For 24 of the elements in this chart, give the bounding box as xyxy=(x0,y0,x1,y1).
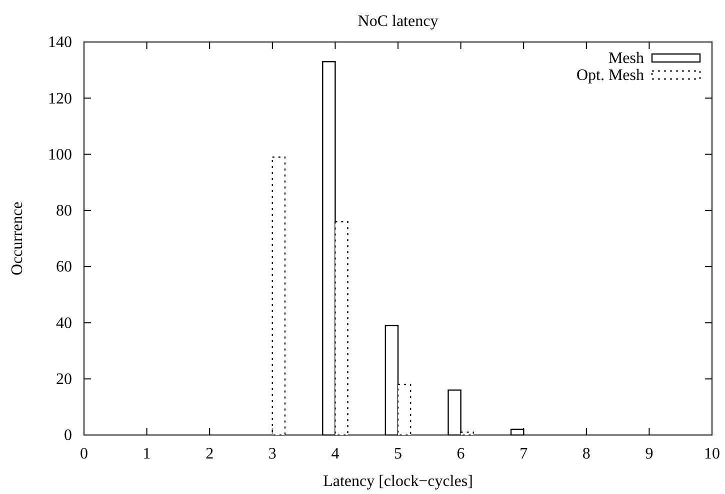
x-tick-label: 6 xyxy=(456,445,465,462)
chart-title: NoC latency xyxy=(358,13,438,30)
x-tick-label: 4 xyxy=(331,445,340,462)
legend-label: Opt. Mesh xyxy=(576,67,644,84)
y-tick-label: 60 xyxy=(56,258,72,276)
x-tick-label: 0 xyxy=(80,445,88,462)
legend-label: Mesh xyxy=(608,50,644,67)
x-tick-label: 3 xyxy=(268,445,276,462)
x-tick-label: 5 xyxy=(394,445,402,462)
y-tick-label: 0 xyxy=(64,427,72,444)
y-tick-label: 40 xyxy=(56,314,72,332)
y-tick-label: 100 xyxy=(48,146,72,164)
x-tick-label: 8 xyxy=(582,445,590,462)
y-tick-label: 140 xyxy=(48,34,72,52)
y-tick-label: 120 xyxy=(48,90,72,108)
y-tick-label: 80 xyxy=(56,202,72,220)
x-tick-label: 10 xyxy=(704,445,720,462)
y-tick-label: 20 xyxy=(56,370,72,388)
x-tick-label: 9 xyxy=(645,445,654,462)
x-tick-label: 1 xyxy=(142,445,151,462)
y-axis-title: Occurrence xyxy=(9,202,26,276)
x-tick-label: 2 xyxy=(206,445,214,462)
x-axis-title: Latency [clock−cycles] xyxy=(323,473,473,490)
x-tick-label: 7 xyxy=(520,445,528,462)
